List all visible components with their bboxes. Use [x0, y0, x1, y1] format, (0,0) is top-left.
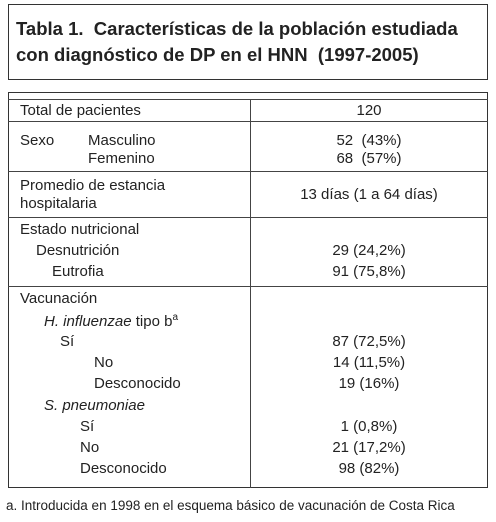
footnote: a. Introducida en 1998 en el esquema bás…: [6, 498, 455, 513]
rule: [8, 121, 488, 122]
row-label: Desconocido: [80, 460, 167, 477]
group-label: Sexo: [20, 132, 55, 149]
rule: [8, 171, 488, 172]
italic-label: H. influenzae: [44, 313, 132, 330]
row-value: 98 (82%): [338, 460, 400, 477]
row-label: Total de pacientes: [20, 102, 141, 119]
row-label: Sí: [60, 333, 75, 350]
row-value: 91 (75,8%): [332, 263, 406, 280]
row-label: H. influenzae tipo ba: [44, 309, 178, 331]
row-value: 87 (72,5%): [332, 333, 406, 350]
row-label: Vacunación: [20, 290, 98, 307]
row-label: Promedio de estancia hospitalaria: [20, 177, 166, 212]
row-value: 19 (16%): [338, 375, 400, 392]
row-label: Eutrofia: [52, 263, 104, 280]
row-label: Femenino: [88, 150, 155, 167]
row-value: 120: [356, 102, 382, 119]
row-label: Sí: [80, 418, 95, 435]
row-value: 68 (57%): [336, 150, 402, 167]
rule: [8, 286, 488, 287]
table-box: [8, 92, 488, 488]
row-value: 13 días (1 a 64 días): [300, 186, 438, 203]
row-label: Desnutrición: [36, 242, 120, 259]
row-value: 21 (17,2%): [332, 439, 406, 456]
row-value: 52 (43%): [336, 132, 402, 149]
row-label: Desconocido: [94, 375, 181, 392]
rule: [8, 99, 488, 100]
row-label: Masculino: [88, 132, 156, 149]
italic-label: S. pneumoniae: [44, 397, 145, 414]
row-label: No: [80, 439, 100, 456]
rule: [8, 217, 488, 218]
note-mark: a: [172, 312, 178, 323]
row-value: 29 (24,2%): [332, 242, 406, 259]
row-label: No: [94, 354, 114, 371]
row-label: S. pneumoniae: [44, 397, 145, 415]
row-value: 14 (11,5%): [332, 354, 406, 371]
row-label: tipo b: [131, 313, 173, 330]
column-rule: [250, 99, 251, 488]
row-value: 1 (0,8%): [340, 418, 398, 435]
title-line: con diagnóstico de DP en el HNN (1997-20…: [16, 44, 419, 65]
row-label: Estado nutricional: [20, 221, 140, 238]
title-line: Tabla 1. Características de la población…: [16, 18, 458, 39]
title-box: [8, 4, 488, 80]
